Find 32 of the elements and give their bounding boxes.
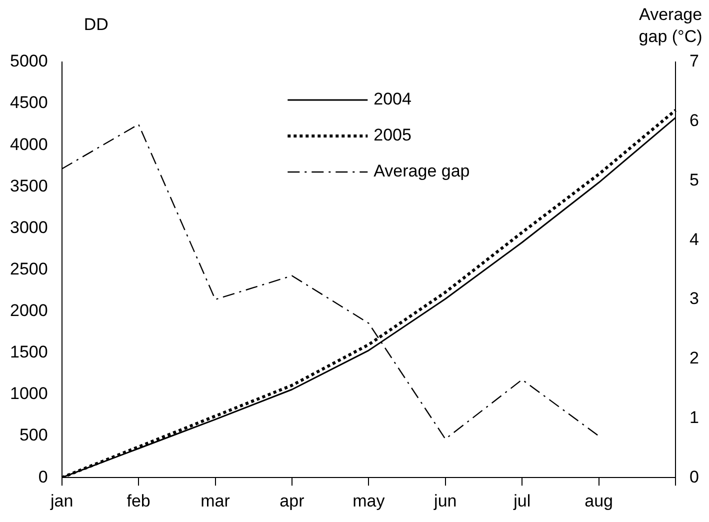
y-tick-label: 3500 <box>10 176 48 196</box>
y-tick-label: 5000 <box>10 52 48 71</box>
x-tick-label: feb <box>126 491 150 510</box>
y2-tick-label: 4 <box>690 230 700 249</box>
y2-tick-label: 3 <box>690 289 700 308</box>
y2-tick-label: 6 <box>690 111 700 130</box>
x-tick-label: jan <box>49 491 74 510</box>
y-tick-label: 1500 <box>10 342 48 362</box>
x-tick-label: apr <box>280 491 305 510</box>
y2-axis-title: Average gap (°C) <box>638 5 702 46</box>
x-tick-label: mar <box>200 491 230 510</box>
y-tick-label: 3000 <box>10 218 48 237</box>
y-tick-label: 0 <box>38 467 48 486</box>
y-tick-label: 2000 <box>10 301 48 320</box>
legend-label: 2005 <box>374 126 412 145</box>
y-tick-label: 4000 <box>10 134 48 154</box>
x-tick-label: may <box>352 491 386 510</box>
legend-label: Average gap <box>374 162 470 181</box>
y2-tick-label: 1 <box>690 408 700 427</box>
y-tick-label: 500 <box>19 426 48 445</box>
y2-tick-label: 0 <box>690 467 700 486</box>
legend-label: 2004 <box>374 90 412 109</box>
y-tick-label: 1000 <box>10 384 48 404</box>
y-tick-label: 2500 <box>10 259 48 278</box>
x-tick-label: jun <box>433 491 457 510</box>
x-tick-label: aug <box>584 491 614 510</box>
y2-tick-label: 7 <box>690 52 700 71</box>
y-axis-title: DD <box>84 15 108 34</box>
y-tick-label: 4500 <box>10 93 48 112</box>
y2-tick-label: 2 <box>690 348 700 368</box>
x-tick-label: jul <box>512 491 531 510</box>
y2-tick-label: 5 <box>690 170 700 190</box>
